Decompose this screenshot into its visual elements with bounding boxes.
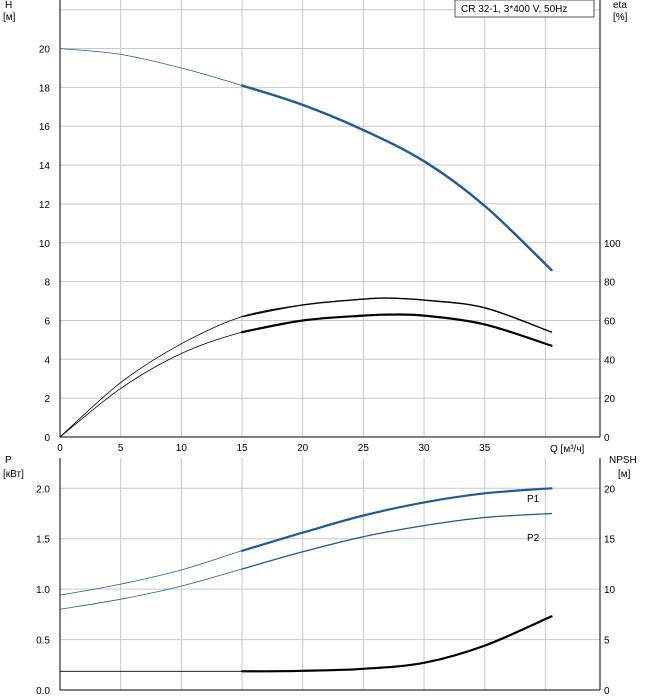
flow-tick-15: 15 bbox=[236, 443, 248, 454]
head-tick-8: 8 bbox=[44, 278, 50, 289]
flow-tick-10: 10 bbox=[176, 443, 188, 454]
flow-tick-30: 30 bbox=[418, 443, 430, 454]
head-tick-18: 18 bbox=[39, 83, 51, 94]
head-tick-6: 6 bbox=[44, 316, 50, 327]
eta-tick-100: 100 bbox=[604, 239, 621, 250]
flow-axis-label: Q [м³/ч] bbox=[550, 444, 585, 455]
npsh-tick-15: 15 bbox=[604, 535, 616, 546]
head-tick-12: 12 bbox=[39, 200, 51, 211]
head-tick-16: 16 bbox=[39, 122, 51, 133]
lower-grid bbox=[60, 458, 600, 690]
power-tick-1.0: 1.0 bbox=[36, 585, 50, 596]
p2-label: P2 bbox=[527, 533, 540, 544]
npsh-tick-0: 0 bbox=[604, 686, 610, 697]
power-tick-0.5: 0.5 bbox=[36, 636, 50, 647]
eta-axis-label-2: [%] bbox=[613, 12, 628, 23]
p2-curve-operating bbox=[241, 512, 553, 570]
eta-tick-80: 80 bbox=[604, 278, 616, 289]
head-axis-label-2: [м] bbox=[3, 12, 16, 23]
lower-frame bbox=[59, 458, 601, 691]
npsh-curve-operating bbox=[240, 615, 553, 673]
legend-box bbox=[454, 0, 595, 18]
flow-tick-0: 0 bbox=[57, 443, 63, 454]
head-tick-14: 14 bbox=[39, 161, 51, 172]
head-tick-0: 0 bbox=[44, 433, 50, 444]
eta-tick-60: 60 bbox=[604, 316, 616, 327]
flow-tick-25: 25 bbox=[358, 443, 370, 454]
head-tick-20: 20 bbox=[39, 45, 51, 56]
eta-tick-40: 40 bbox=[604, 355, 616, 366]
npsh-tick-5: 5 bbox=[604, 636, 610, 647]
head-tick-10: 10 bbox=[39, 239, 51, 250]
eta-tick-0: 0 bbox=[604, 433, 610, 444]
eff_pump-curve-operating bbox=[240, 313, 553, 347]
eff_total-curve-operating bbox=[241, 297, 553, 333]
npsh-axis-label-2: [м] bbox=[618, 469, 631, 480]
head-axis-label-1: H bbox=[5, 0, 12, 11]
head-curve-operating bbox=[240, 84, 553, 272]
curves bbox=[59, 48, 553, 673]
flow-tick-35: 35 bbox=[479, 443, 491, 454]
npsh-tick-20: 20 bbox=[604, 484, 616, 495]
head-tick-4: 4 bbox=[44, 355, 50, 366]
flow-tick-20: 20 bbox=[297, 443, 309, 454]
power-axis-label-2: [кВт] bbox=[3, 469, 24, 480]
power-tick-1.5: 1.5 bbox=[36, 535, 50, 546]
power-tick-0.0: 0.0 bbox=[36, 686, 50, 697]
legend-label: CR 32-1, 3*400 V, 50Hz bbox=[461, 4, 567, 15]
npsh-tick-10: 10 bbox=[604, 585, 616, 596]
head-tick-2: 2 bbox=[44, 394, 50, 405]
power-axis-label-1: P bbox=[5, 455, 12, 466]
p1-label: P1 bbox=[527, 494, 540, 505]
upper-frame bbox=[59, 0, 601, 438]
p1-curve-operating bbox=[240, 487, 553, 552]
npsh-axis-label-1: NPSH bbox=[609, 455, 637, 466]
upper-grid bbox=[60, 0, 600, 437]
eta-tick-20: 20 bbox=[604, 394, 616, 405]
power-tick-2.0: 2.0 bbox=[36, 484, 50, 495]
eta-axis-label-1: eta bbox=[613, 0, 627, 11]
flow-tick-5: 5 bbox=[118, 443, 124, 454]
